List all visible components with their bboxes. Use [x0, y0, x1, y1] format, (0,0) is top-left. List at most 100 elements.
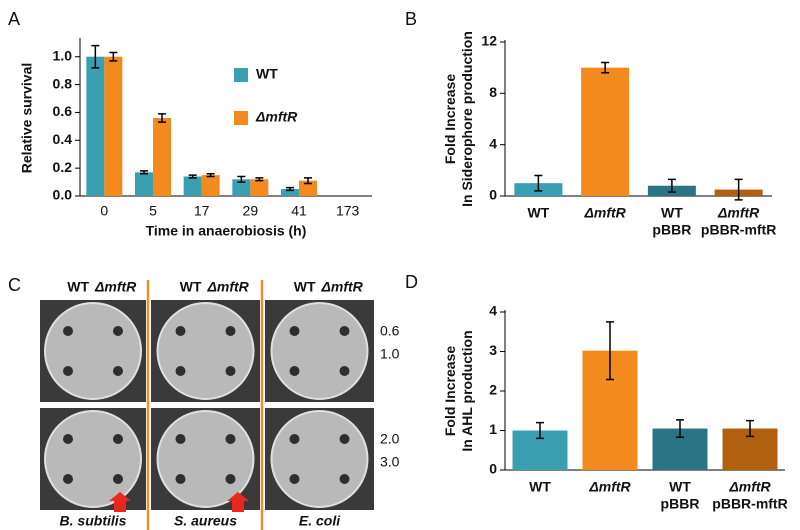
y-tick-label: 0.8	[53, 75, 73, 91]
error-bar	[255, 177, 264, 182]
y-axis-label: Fold Increase	[442, 346, 458, 436]
y-tick-label: 0	[489, 461, 497, 477]
species-label: E. coli	[299, 513, 341, 529]
species-label: S. aureus	[174, 513, 237, 529]
x-tick-label: 173	[336, 203, 360, 219]
x-tick-label: ΔmftR	[717, 205, 760, 221]
panel-letter: D	[405, 272, 418, 292]
x-tick-label: 41	[291, 203, 307, 219]
column-header: WT	[180, 279, 202, 295]
x-tick-label: WT	[527, 205, 549, 221]
concentration-label: 0.6	[380, 323, 400, 339]
bar	[581, 67, 630, 197]
well	[175, 434, 186, 444]
y-tick-label: 3	[489, 342, 497, 358]
error-bar	[746, 419, 754, 438]
bar	[281, 189, 299, 196]
plate	[44, 410, 142, 508]
plate	[270, 302, 369, 400]
well	[339, 326, 350, 336]
column-header: WT	[294, 279, 316, 295]
well	[63, 366, 73, 376]
x-tick-label: WT	[529, 479, 551, 495]
plate-images	[40, 300, 374, 510]
well	[339, 434, 350, 444]
y-tick-label: 8	[489, 84, 497, 100]
x-tick-label: ΔmftR	[588, 479, 631, 495]
legend-label: WT	[256, 66, 278, 82]
legend-swatch	[234, 68, 248, 82]
x-tick-label: pBBR-mftR	[701, 222, 776, 238]
arrow	[227, 492, 249, 512]
well	[225, 366, 236, 376]
well	[63, 326, 73, 336]
column-header: WT	[67, 279, 89, 295]
bar	[86, 56, 105, 196]
arrow	[109, 492, 131, 512]
y-axis-label: Fold Increase	[442, 74, 458, 164]
error-bar	[734, 178, 743, 201]
error-bar	[676, 419, 684, 438]
y-tick-label: 12	[481, 33, 497, 49]
y-tick-label: 1	[489, 421, 497, 437]
bar	[250, 179, 269, 196]
x-tick-label: WT	[661, 205, 683, 221]
well	[289, 434, 300, 444]
error-bar	[534, 174, 543, 192]
x-tick-label: pBBR-mftR	[712, 496, 787, 512]
well	[289, 474, 300, 484]
x-tick-label: ΔmftR	[728, 479, 771, 495]
well	[175, 326, 186, 336]
bar	[201, 175, 220, 196]
column-header: ΔmftR	[321, 279, 364, 295]
y-tick-label: 4	[489, 303, 497, 319]
error-bar	[304, 177, 312, 185]
concentration-label: 3.0	[380, 454, 400, 470]
well	[63, 434, 73, 444]
plate	[156, 302, 255, 400]
y-tick-label: 0	[489, 187, 497, 203]
y-tick-label: 0.2	[53, 159, 73, 175]
column-header: ΔmftR	[207, 279, 250, 295]
error-bar	[237, 175, 246, 183]
well	[113, 326, 123, 336]
well	[289, 366, 300, 376]
concentration-label: 1.0	[380, 346, 400, 362]
error-bar	[109, 51, 118, 62]
well	[339, 366, 350, 376]
well	[113, 474, 123, 484]
panel-letter: A	[8, 9, 20, 29]
error-bar	[206, 172, 215, 178]
legend-label: ΔmftR	[255, 109, 298, 125]
error-bar	[158, 113, 166, 123]
bar	[299, 180, 317, 196]
well	[63, 474, 73, 484]
x-tick-label: 17	[194, 203, 210, 219]
well	[225, 474, 236, 484]
error-bar	[601, 61, 610, 74]
x-tick-label: 5	[149, 203, 157, 219]
error-bar	[286, 186, 294, 192]
y-tick-label: 2	[489, 382, 497, 398]
x-axis-label: Time in anaerobiosis (h)	[146, 223, 307, 239]
y-axis-label: Relative survival	[19, 63, 35, 174]
error-bar	[667, 178, 676, 193]
well	[175, 474, 186, 484]
plate	[156, 410, 255, 508]
well	[225, 326, 236, 336]
x-tick-label: ΔmftR	[583, 205, 626, 221]
bar	[232, 179, 251, 196]
error-bar	[606, 321, 614, 381]
error-bar	[188, 174, 197, 179]
well	[289, 326, 300, 336]
y-tick-label: 4	[489, 135, 497, 151]
plate	[44, 302, 142, 400]
y-tick-label: 0.0	[53, 187, 73, 203]
x-tick-label: WT	[669, 479, 691, 495]
bar	[104, 56, 123, 196]
plate	[270, 410, 369, 508]
panel-letter: B	[405, 9, 417, 29]
bar	[153, 118, 171, 196]
error-bar	[536, 421, 544, 440]
